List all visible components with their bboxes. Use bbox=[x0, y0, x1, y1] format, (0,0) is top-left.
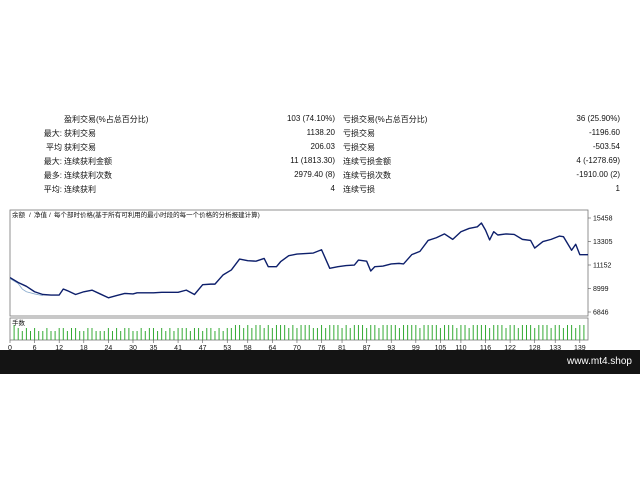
stats-label-cell: 最大: bbox=[43, 157, 62, 166]
x-tick-label: 64 bbox=[268, 345, 276, 350]
stats-value-cell: 2979.40 (8) bbox=[294, 170, 335, 179]
stats-label-cell: 亏损交易(%占总百分比) bbox=[343, 115, 428, 124]
legend-equity: 净值 bbox=[34, 210, 48, 219]
stats-row: 平均 获利交易 206.03 亏损交易 -503.54 bbox=[0, 139, 640, 155]
y-tick-label: 13305 bbox=[593, 239, 613, 246]
y-tick-label: 15458 bbox=[593, 216, 613, 223]
stats-value-cell: 4 (-1278.69) bbox=[576, 156, 620, 165]
x-tick-label: 128 bbox=[529, 345, 541, 350]
x-tick-label: 58 bbox=[244, 345, 252, 350]
stats-row: 最大: 连续获利金额 11 (1813.30) 连续亏损金额 4 (-1278.69) bbox=[0, 153, 640, 169]
stats-value-cell: 1138.20 bbox=[306, 128, 335, 137]
stats-row: 最大: 获利交易 1138.20 亏损交易 -1196.60 bbox=[0, 125, 640, 141]
balance-line bbox=[10, 222, 588, 299]
stats-label-cell: 最大: bbox=[43, 129, 62, 138]
x-tick-label: 70 bbox=[293, 345, 301, 350]
x-tick-label: 6 bbox=[33, 345, 37, 350]
stats-value-cell: 11 (1813.30) bbox=[290, 156, 335, 165]
stats-value-cell: -1910.00 (2) bbox=[576, 170, 620, 179]
legend-balance: 余额 bbox=[12, 210, 26, 219]
stats-label-cell: 连续亏损次数 bbox=[343, 171, 391, 180]
watermark-text: www.mt4.shop bbox=[566, 356, 632, 367]
x-tick-label: 41 bbox=[174, 345, 182, 350]
x-tick-label: 133 bbox=[549, 345, 561, 350]
stats-label-cell: 连续获利次数 bbox=[64, 171, 112, 180]
balance-chart: 余额 / 净值 / 每个部时价格(基于所有可利用的最小时段的每一个价格的分析报建计算) 1… bbox=[8, 209, 613, 350]
stats-label-cell: 连续获利金额 bbox=[64, 157, 112, 166]
stats-label-cell: 平均 bbox=[46, 143, 62, 152]
tester-report: 盈利交易(%占总百分比) 103 (74.10%) 亏损交易(%占总百分比) 36 (… bbox=[0, 106, 640, 350]
stats-row: 平均: 连续获利 4 连续亏损 1 bbox=[0, 181, 640, 197]
x-tick-label: 12 bbox=[55, 345, 63, 350]
stats-label-cell: 亏损交易 bbox=[343, 129, 375, 138]
x-tick-label: 53 bbox=[223, 345, 231, 350]
stats-label-cell: 获利交易 bbox=[64, 129, 96, 138]
stats-value-cell: 1 bbox=[615, 184, 620, 193]
volume-frame bbox=[9, 317, 589, 341]
stats-value-cell: -1196.60 bbox=[589, 128, 620, 137]
stats-label-cell: 最多: bbox=[43, 171, 62, 180]
x-tick-label: 30 bbox=[129, 345, 137, 350]
stats-row: 最多: 连续获利次数 2979.40 (8) 连续亏损次数 -1910.00 (2) bbox=[0, 167, 640, 183]
x-tick-label: 0 bbox=[8, 345, 12, 350]
equity-line bbox=[10, 278, 43, 296]
x-tick-label: 76 bbox=[318, 345, 326, 350]
y-tick-label: 11152 bbox=[593, 263, 612, 270]
footer-bar: www.mt4.shop bbox=[0, 350, 640, 374]
y-tick-label: 6846 bbox=[593, 310, 609, 317]
stats-value-cell: 103 (74.10%) bbox=[286, 114, 335, 123]
bottom-margin bbox=[0, 374, 640, 480]
x-tick-label: 93 bbox=[387, 345, 395, 350]
stats-label-cell: 平均: bbox=[43, 185, 62, 194]
stats-label-cell: 连续获利 bbox=[64, 185, 96, 194]
stats-label-cell: 连续亏损金额 bbox=[343, 157, 391, 166]
x-tick-label: 122 bbox=[504, 345, 516, 350]
x-tick-label: 87 bbox=[363, 345, 371, 350]
legend-separator: / bbox=[29, 212, 31, 219]
x-tick-label: 105 bbox=[435, 345, 447, 350]
stats-value-cell: 36 (25.90%) bbox=[576, 114, 620, 123]
legend-separator: / bbox=[49, 212, 51, 219]
y-tick-label: 8999 bbox=[593, 286, 609, 293]
x-tick-label: 24 bbox=[104, 345, 112, 350]
stats-value-cell: 206.03 bbox=[310, 142, 335, 151]
x-tick-label: 18 bbox=[80, 345, 88, 350]
chart-frame bbox=[9, 209, 589, 317]
stats-value-cell: 4 bbox=[330, 184, 335, 193]
stats-label-cell: 连续亏损 bbox=[343, 185, 375, 194]
x-tick-label: 35 bbox=[150, 345, 158, 350]
stats-label-cell: 盈利交易(%占总百分比) bbox=[64, 115, 149, 124]
x-tick-label: 116 bbox=[480, 345, 491, 350]
x-tick-label: 99 bbox=[412, 345, 420, 350]
top-margin bbox=[0, 0, 640, 106]
volume-label: 手数 bbox=[12, 318, 26, 327]
x-tick-label: 139 bbox=[574, 345, 586, 350]
stats-label-cell: 获利交易 bbox=[64, 143, 96, 152]
legend-description: 每个部时价格(基于所有可利用的最小时段的每一个价格的分析报建计算) bbox=[54, 210, 260, 219]
x-tick-label: 47 bbox=[199, 345, 207, 350]
stats-label-cell: 亏损交易 bbox=[343, 143, 375, 152]
stats-row: 盈利交易(%占总百分比) 103 (74.10%) 亏损交易(%占总百分比) 36 (… bbox=[0, 111, 640, 127]
x-tick-label: 110 bbox=[455, 345, 466, 350]
x-tick-label: 81 bbox=[338, 345, 346, 350]
stats-value-cell: -503.54 bbox=[592, 142, 620, 151]
